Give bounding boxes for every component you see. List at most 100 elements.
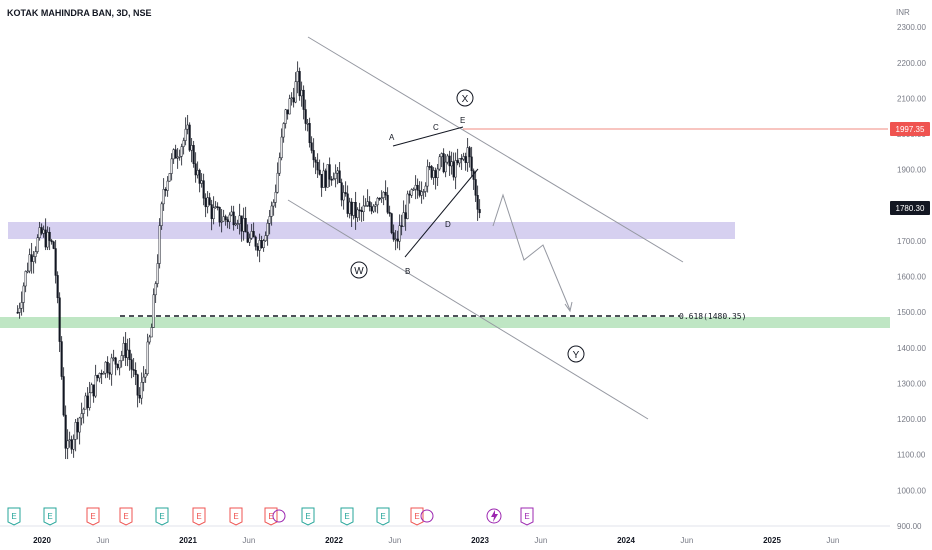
candle-body	[20, 302, 23, 309]
earnings-marker[interactable]: E	[119, 507, 133, 526]
candle-body	[34, 251, 37, 257]
candle-body	[72, 439, 75, 450]
dividend-icon[interactable]	[420, 509, 434, 523]
candle-body	[134, 369, 137, 375]
candle-body	[328, 164, 331, 180]
y-tick-label: 1100.00	[897, 451, 926, 460]
candle-body	[180, 146, 183, 157]
y-tick-label: 1000.00	[897, 486, 926, 495]
candle-body	[346, 193, 349, 214]
projection-path	[492, 193, 571, 311]
lightning-glyph	[491, 510, 498, 522]
candle-body	[374, 204, 377, 207]
candle-body	[214, 206, 217, 209]
candle-body	[172, 149, 175, 160]
earnings-marker[interactable]: E	[340, 507, 354, 526]
x-tick-label: Jun	[826, 536, 839, 545]
candle-body	[280, 136, 283, 159]
earnings-marker[interactable]: E	[86, 507, 100, 526]
candle-body	[24, 271, 27, 287]
candle-body	[232, 211, 235, 226]
candle-body	[254, 236, 257, 247]
candle-body	[440, 153, 443, 158]
dividend-icon[interactable]	[272, 509, 286, 523]
svg-text:E: E	[196, 512, 201, 521]
candle-body	[84, 395, 87, 410]
candle-body	[408, 193, 411, 196]
wave-label-b: B	[405, 267, 410, 276]
candle-body	[256, 246, 259, 251]
candle-body	[216, 206, 219, 208]
candle-body	[210, 204, 213, 219]
candle-body	[258, 239, 261, 251]
target-zone	[0, 317, 890, 328]
candle-body	[424, 185, 427, 192]
earnings-marker[interactable]: E	[229, 507, 243, 526]
candle-body	[412, 188, 415, 191]
candles	[16, 61, 481, 460]
candle-body	[340, 182, 343, 201]
candle-body	[32, 256, 35, 262]
candle-body	[38, 227, 41, 238]
x-tick-label: Jun	[96, 536, 109, 545]
svg-text:E: E	[305, 512, 310, 521]
candle-body	[422, 191, 425, 193]
candle-body	[200, 180, 203, 184]
candle-body	[64, 414, 67, 449]
candle-body	[420, 191, 423, 196]
earnings-marker[interactable]: E	[43, 507, 57, 526]
candle-body	[110, 357, 113, 375]
candle-body	[396, 238, 399, 242]
earnings-marker[interactable]: E	[155, 507, 169, 526]
candle-body	[350, 201, 353, 216]
y-tick-label: 1500.00	[897, 308, 926, 317]
candle-body	[224, 216, 227, 220]
earnings-marker[interactable]: E	[376, 507, 390, 526]
svg-text:1997.35: 1997.35	[896, 125, 925, 134]
svg-text:E: E	[90, 512, 95, 521]
candle-body	[438, 156, 441, 170]
candle-body	[406, 193, 409, 219]
candle-body	[454, 160, 457, 178]
candle-body	[96, 375, 99, 379]
candle-body	[378, 197, 381, 200]
earnings-marker[interactable]: E	[7, 507, 21, 526]
wave-label-c: C	[433, 123, 439, 132]
candle-body	[186, 124, 189, 130]
wave-label-w: W	[350, 261, 368, 279]
candle-body	[292, 97, 295, 103]
candle-body	[114, 357, 117, 365]
candle-body	[56, 275, 59, 299]
candle-body	[444, 161, 447, 173]
candle-body	[432, 170, 435, 178]
earnings-marker[interactable]: E	[520, 507, 534, 526]
wave-label-e: E	[460, 116, 465, 125]
svg-text:E: E	[159, 512, 164, 521]
x-tick-label: 2025	[763, 536, 781, 545]
candle-body	[318, 169, 321, 175]
candle-body	[206, 197, 209, 208]
candle-body	[122, 342, 125, 356]
earnings-marker[interactable]: E	[410, 507, 424, 526]
candle-body	[182, 140, 185, 147]
earnings-marker[interactable]: E	[301, 507, 315, 526]
candle-body	[308, 123, 311, 144]
candle-body	[320, 174, 323, 188]
candle-body	[476, 195, 479, 210]
earnings-marker[interactable]: E	[264, 507, 278, 526]
candle-body	[390, 213, 393, 233]
candle-body	[60, 341, 63, 377]
earnings-marker[interactable]: E	[192, 507, 206, 526]
candle-body	[330, 179, 333, 181]
candle-body	[156, 263, 159, 284]
candle-body	[124, 342, 127, 358]
candle-body	[336, 170, 339, 174]
candle-body	[468, 147, 471, 158]
y-tick-label: 1400.00	[897, 344, 926, 353]
candle-body	[88, 392, 91, 408]
x-tick-label: Jun	[680, 536, 693, 545]
candle-body	[270, 205, 273, 217]
candle-body	[372, 205, 375, 212]
